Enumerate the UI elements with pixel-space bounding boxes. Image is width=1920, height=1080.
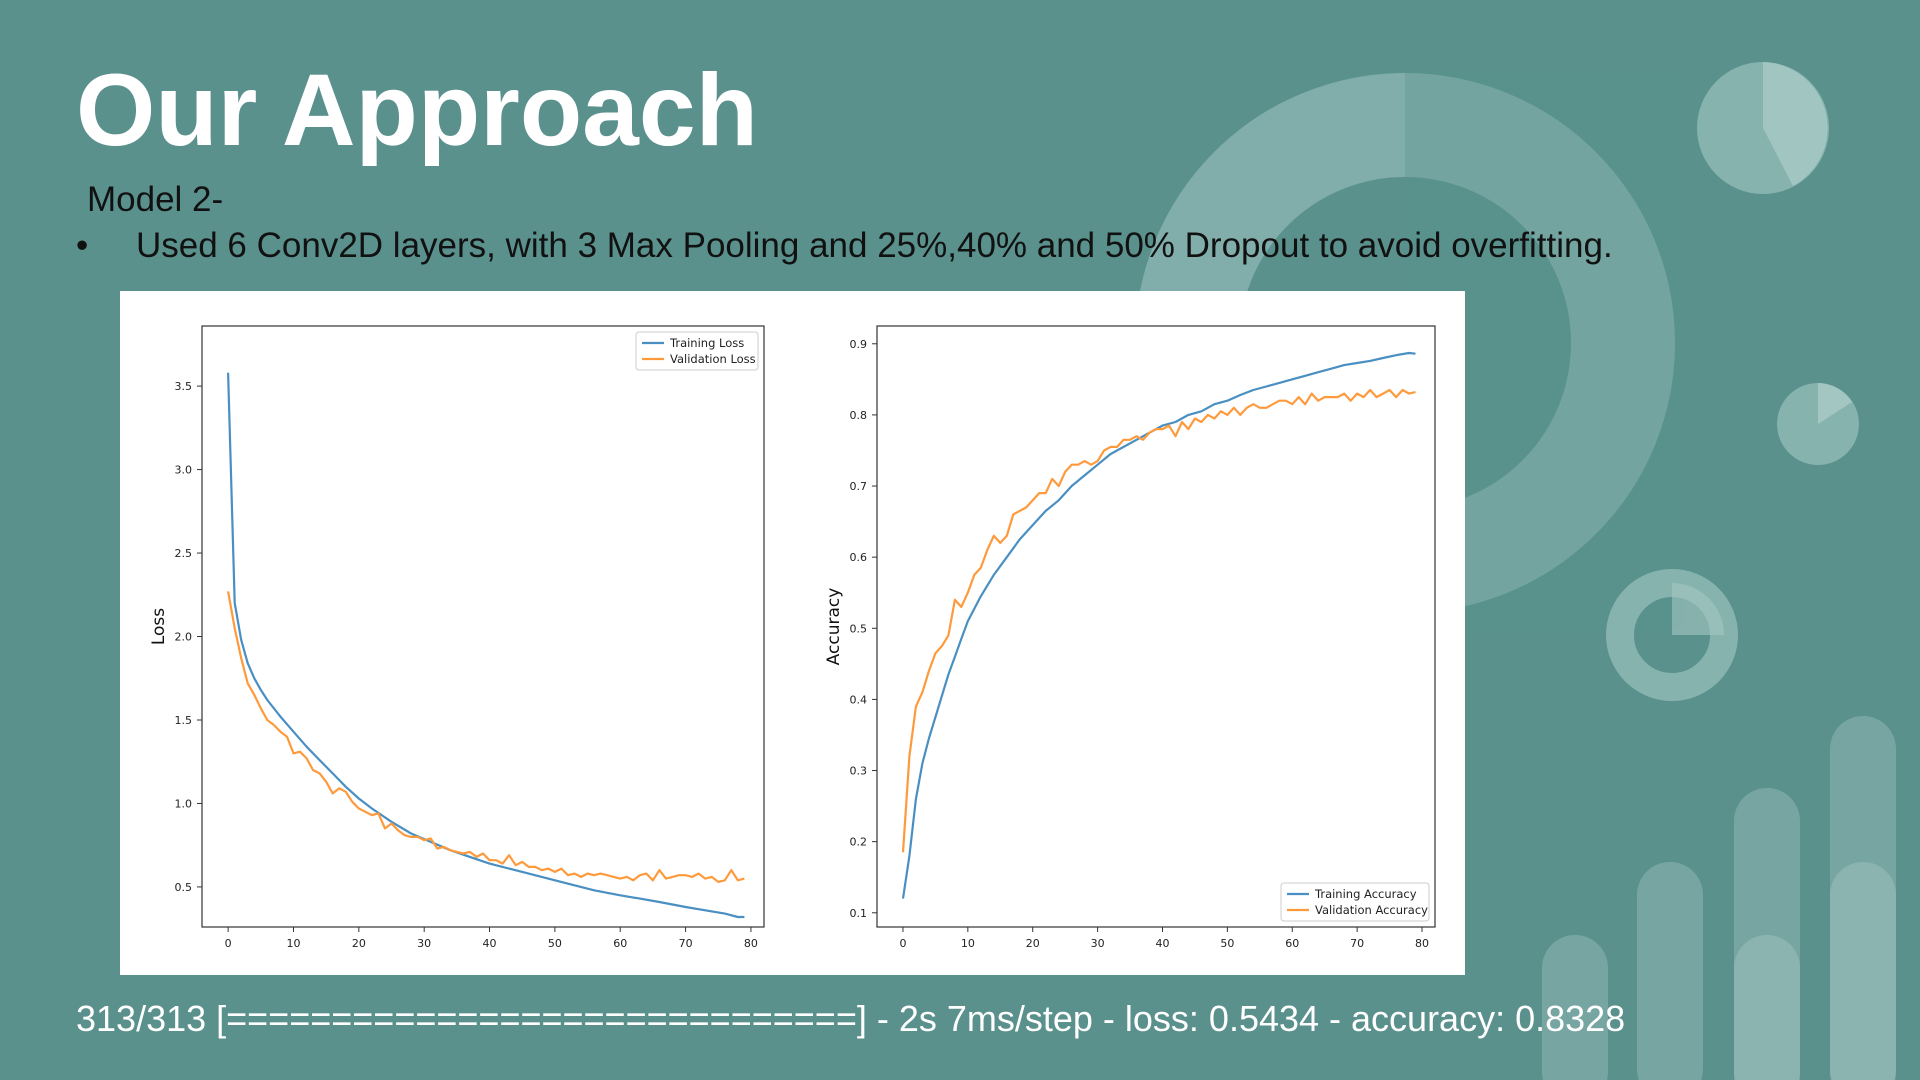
x-tick-label: 30 <box>1091 937 1105 950</box>
pie-decoration-large <box>1697 62 1829 194</box>
y-tick-label: 0.5 <box>175 881 193 894</box>
legend-label: Validation Loss <box>670 352 756 366</box>
y-tick-label: 0.3 <box>850 765 868 778</box>
y-tick-label: 0.4 <box>850 693 868 706</box>
y-tick-label: 1.0 <box>175 797 193 810</box>
pie-decoration-small <box>1777 383 1859 465</box>
legend-label: Validation Accuracy <box>1315 903 1428 917</box>
x-tick-label: 30 <box>417 937 431 950</box>
y-tick-label: 0.1 <box>850 907 868 920</box>
y-axis-label: Accuracy <box>824 588 844 666</box>
x-tick-label: 60 <box>613 937 627 950</box>
x-tick-label: 40 <box>1155 937 1169 950</box>
y-tick-label: 0.9 <box>850 338 868 351</box>
y-tick-label: 2.0 <box>175 631 193 644</box>
y-tick-label: 0.2 <box>850 836 868 849</box>
y-tick-label: 0.5 <box>850 622 868 635</box>
legend-box <box>1280 882 1430 922</box>
legend-box <box>635 331 759 371</box>
x-tick-label: 20 <box>352 937 366 950</box>
plot-frame <box>201 325 765 928</box>
x-tick-label: 10 <box>286 937 300 950</box>
series-line-training-loss <box>227 372 745 919</box>
model-subtitle: Model 2- <box>87 180 224 219</box>
bullet-symbol: • <box>76 226 89 265</box>
x-tick-label: 0 <box>225 937 232 950</box>
x-tick-label: 80 <box>1415 937 1429 950</box>
chart-accuracy: 0 10 20 30 40 50 60 70 80 0.1 0.2 0.3 0.4 0.5 0.6 0.7 0.… <box>824 325 1436 950</box>
y-tick-label: 0.8 <box>850 409 868 422</box>
plot-frame <box>876 325 1436 928</box>
x-tick-label: 50 <box>548 937 562 950</box>
bullet-text: Used 6 Conv2D layers, with 3 Max Pooling… <box>136 226 1613 265</box>
bar-highlight-decoration <box>1734 862 1896 1080</box>
bar-decoration <box>1542 716 1896 1080</box>
chart-loss: 0 10 20 30 40 50 60 70 80 0.5 1.0 1.5 2.0 2.5 3.0 3.5 Lo… <box>149 325 765 950</box>
x-tick-label: 70 <box>1350 937 1364 950</box>
x-tick-label: 80 <box>744 937 758 950</box>
x-tick-label: 0 <box>899 937 906 950</box>
ring-decoration <box>1606 569 1738 701</box>
series-line-validation-accuracy <box>901 388 1416 853</box>
chart-panel: 0 10 20 30 40 50 60 70 80 0.5 1.0 1.5 2.0 2.5 3.0 3.5 Lo… <box>120 291 1465 975</box>
charts-svg: 0 10 20 30 40 50 60 70 80 0.5 1.0 1.5 2.0 2.5 3.0 3.5 Lo… <box>149 325 1436 950</box>
legend: Training Loss Validation Loss <box>635 331 759 371</box>
bullet-item: • Used 6 Conv2D layers, with 3 Max Poolin… <box>76 226 1613 266</box>
y-axis-label: Loss <box>149 608 169 645</box>
x-tick-label: 40 <box>483 937 497 950</box>
legend: Training Accuracy Validation Accuracy <box>1280 882 1430 922</box>
x-tick-label: 10 <box>961 937 975 950</box>
evaluation-output: 313/313 [==============================]… <box>76 998 1626 1039</box>
series-line-training-accuracy <box>901 351 1416 899</box>
series-line-validation-loss <box>227 591 745 884</box>
y-tick-label: 0.7 <box>850 480 868 493</box>
legend-label: Training Loss <box>669 336 744 350</box>
y-tick-label: 3.5 <box>175 380 193 393</box>
x-tick-label: 50 <box>1220 937 1234 950</box>
y-tick-label: 1.5 <box>175 714 193 727</box>
x-tick-label: 60 <box>1285 937 1299 950</box>
x-tick-label: 20 <box>1026 937 1040 950</box>
slide-title: Our Approach <box>76 53 758 167</box>
x-tick-label: 70 <box>679 937 693 950</box>
legend-label: Training Accuracy <box>1314 887 1417 901</box>
y-tick-label: 0.6 <box>850 551 868 564</box>
y-tick-label: 2.5 <box>175 547 193 560</box>
y-tick-label: 3.0 <box>175 464 193 477</box>
